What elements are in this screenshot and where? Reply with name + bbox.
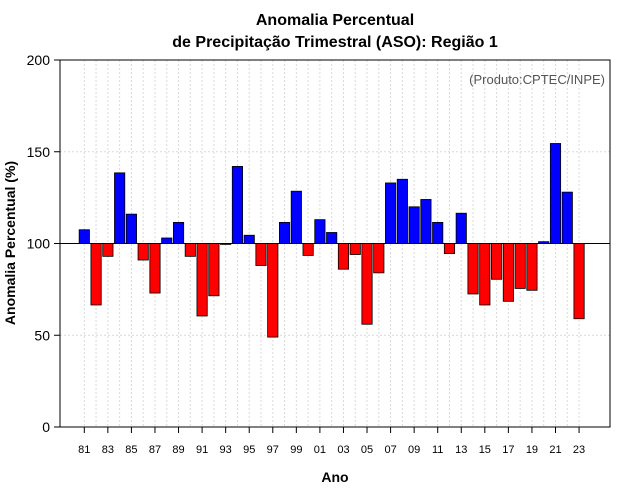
source-note: (Produto:CPTEC/INPE) (469, 72, 605, 87)
bar-1997 (267, 243, 279, 338)
bar-1984 (114, 172, 126, 244)
y-axis-label: Anomalia Percentual (%) (2, 161, 18, 325)
x-tick-label: 93 (220, 444, 232, 456)
bar-2000 (302, 243, 314, 256)
bar-1986 (137, 243, 149, 261)
bar-1989 (172, 221, 185, 244)
bar-2017 (502, 243, 514, 302)
bar-2012 (443, 243, 456, 254)
bars (78, 143, 585, 338)
bar-1991 (196, 243, 208, 317)
x-tick-label: 23 (573, 444, 585, 456)
bar-1995 (243, 234, 255, 244)
bar-1999 (290, 190, 302, 244)
vertical-gridlines (83, 60, 580, 427)
x-tick-label: 01 (314, 444, 326, 456)
bar-2010 (420, 199, 432, 244)
x-tick-label: 15 (479, 444, 491, 456)
y-tick-label: 0 (42, 419, 50, 435)
bar-1982 (90, 243, 102, 306)
x-tick-label: 17 (502, 444, 514, 456)
x-tick-label: 95 (243, 444, 255, 456)
x-axis-label: Ano (321, 469, 348, 485)
x-tick-label: 11 (432, 444, 443, 456)
x-tick-label: 81 (78, 444, 90, 456)
x-tick-label: 97 (267, 444, 279, 456)
bar-1983 (102, 243, 114, 257)
bar-2001 (314, 219, 326, 244)
bar-2003 (337, 243, 350, 270)
y-tick-label: 50 (34, 327, 50, 343)
bar-2009 (408, 206, 420, 244)
bar-2021 (549, 143, 562, 244)
x-tick-label: 85 (125, 444, 137, 456)
bar-2022 (561, 191, 573, 244)
x-tick-label: 07 (384, 444, 396, 456)
bar-2008 (396, 178, 408, 244)
bar-2015 (479, 243, 491, 306)
bar-2007 (385, 182, 397, 244)
x-tick-label: 89 (172, 444, 184, 456)
x-tick-label: 91 (196, 444, 208, 456)
bar-1981 (78, 229, 90, 244)
bar-1987 (149, 243, 161, 294)
x-tick-label: 83 (102, 444, 114, 456)
chart-title: Anomalia Percentual (256, 12, 414, 29)
bar-1998 (279, 221, 291, 244)
y-tick-label: 150 (27, 144, 51, 160)
bar-1988 (161, 237, 173, 244)
bar-2005 (361, 243, 373, 325)
y-tick-label: 100 (27, 236, 51, 252)
bar-2002 (326, 232, 338, 244)
bar-2019 (526, 243, 538, 291)
bar-1985 (125, 213, 137, 244)
x-tick-label: 09 (408, 444, 420, 456)
bar-2018 (514, 243, 526, 289)
bar-2006 (373, 243, 385, 274)
x-tick-label: 03 (337, 444, 349, 456)
bar-1990 (184, 243, 196, 257)
x-tick-label: 19 (526, 444, 538, 456)
x-tick-label: 21 (549, 444, 561, 456)
x-axis-ticks: 81 83 85 87 89 91 93 95 97 99 01 03 05 07 09 11 13 15 17 19… (78, 427, 585, 456)
bar-1996 (255, 243, 267, 266)
bar-2013 (455, 212, 467, 244)
bar-2023 (573, 243, 585, 320)
bar-2014 (467, 243, 479, 295)
bar-2011 (432, 221, 444, 244)
x-tick-label: 87 (149, 444, 161, 456)
y-tick-label: 200 (27, 52, 51, 68)
bar-2004 (349, 243, 361, 255)
bar-1992 (208, 243, 220, 297)
chart-subtitle: de Precipitação Trimestral (ASO): Região… (172, 34, 498, 51)
bar-1994 (231, 166, 243, 244)
bar-2016 (491, 243, 503, 280)
y-axis-ticks: 0 50 100 150 200 (27, 52, 60, 435)
x-tick-label: 13 (455, 444, 467, 456)
x-tick-label: 99 (290, 444, 302, 456)
x-tick-label: 05 (361, 444, 373, 456)
